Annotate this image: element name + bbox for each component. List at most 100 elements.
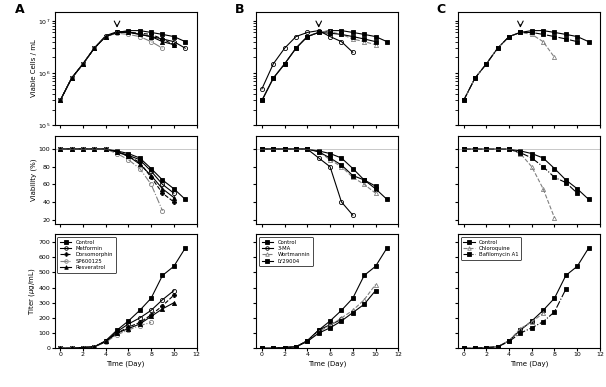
Chloroquine [460, 346, 467, 351]
Wortmannin [315, 329, 322, 334]
LY29004 [327, 325, 334, 330]
Wortmannin [349, 308, 356, 313]
3-MA [304, 338, 311, 343]
3-MA [292, 344, 299, 349]
Control [483, 345, 490, 350]
Chloroquine [505, 338, 513, 343]
LY29004 [315, 331, 322, 336]
Dorsomorphin [125, 325, 132, 329]
Control [315, 328, 322, 332]
Wortmannin [292, 344, 299, 349]
Metformin [147, 308, 155, 313]
Control [338, 308, 345, 313]
Text: B: B [235, 2, 244, 15]
Line: Metformin: Metformin [58, 289, 176, 350]
Line: Control: Control [260, 246, 389, 350]
Wortmannin [281, 345, 288, 350]
Metformin [170, 288, 178, 293]
SP600125 [125, 328, 132, 332]
SP600125 [56, 346, 64, 351]
Resveratrol [102, 339, 109, 344]
Control [91, 344, 98, 349]
Control [505, 338, 513, 343]
Wortmannin [270, 346, 277, 351]
Text: A: A [15, 2, 24, 15]
Control [539, 308, 547, 313]
Resveratrol [79, 345, 87, 350]
Control [551, 296, 558, 301]
Line: Control: Control [462, 246, 591, 350]
LY29004 [361, 302, 368, 307]
Control [372, 264, 379, 269]
Control [292, 344, 299, 349]
Dorsomorphin [79, 345, 87, 350]
Bafilomycin A1 [460, 346, 467, 351]
3-MA [258, 346, 265, 351]
Chloroquine [494, 344, 501, 349]
Wortmannin [304, 339, 311, 344]
3-MA [270, 346, 277, 351]
Resveratrol [125, 326, 132, 331]
Metformin [91, 344, 98, 349]
Metformin [102, 339, 109, 344]
SP600125 [113, 332, 121, 337]
Metformin [136, 316, 144, 320]
Wortmannin [327, 323, 334, 328]
Wortmannin [361, 297, 368, 302]
X-axis label: Time (Day): Time (Day) [308, 360, 347, 367]
Resveratrol [56, 346, 64, 351]
Metformin [159, 297, 166, 302]
Control [471, 346, 479, 351]
Chloroquine [471, 346, 479, 351]
Metformin [56, 346, 64, 351]
LY29004 [304, 339, 311, 344]
Legend: Control, Metformin, Dorsomorphin, SP600125, Resveratrol: Control, Metformin, Dorsomorphin, SP6001… [57, 237, 116, 273]
Bafilomycin A1 [562, 287, 570, 291]
Control [147, 296, 155, 301]
Chloroquine [483, 345, 490, 350]
Dorsomorphin [102, 339, 109, 344]
Bafilomycin A1 [517, 331, 524, 336]
Line: Dorsomorphin: Dorsomorphin [58, 293, 176, 350]
Dorsomorphin [147, 313, 155, 317]
Control [517, 328, 524, 332]
Legend: Control, 3-MA, Wortmannin, LY29004: Control, 3-MA, Wortmannin, LY29004 [259, 237, 313, 266]
SP600125 [91, 344, 98, 349]
Chloroquine [528, 319, 536, 324]
Metformin [68, 346, 75, 351]
Line: LY29004: LY29004 [260, 289, 378, 350]
Metformin [125, 322, 132, 326]
Wortmannin [258, 346, 265, 351]
Y-axis label: Viability (%): Viability (%) [31, 159, 38, 201]
Control [528, 319, 536, 323]
Dorsomorphin [136, 320, 144, 325]
Dorsomorphin [159, 303, 166, 308]
Control [159, 273, 166, 278]
Control [361, 273, 368, 278]
Y-axis label: Viable Cells / mL: Viable Cells / mL [30, 39, 36, 98]
Line: SP600125: SP600125 [58, 320, 153, 350]
Bafilomycin A1 [505, 339, 513, 344]
Control [113, 328, 121, 332]
Bafilomycin A1 [539, 319, 547, 324]
Control [562, 273, 570, 278]
Control [68, 346, 75, 351]
Control [125, 319, 132, 323]
Control [79, 345, 87, 350]
Resveratrol [91, 344, 98, 349]
Legend: Control, Chloroquine, Bafilomycin A1: Control, Chloroquine, Bafilomycin A1 [461, 237, 521, 260]
Control [170, 264, 178, 269]
Control [281, 345, 288, 350]
Chloroquine [539, 311, 547, 316]
3-MA [281, 345, 288, 350]
Dorsomorphin [91, 344, 98, 349]
Bafilomycin A1 [494, 344, 501, 349]
LY29004 [281, 345, 288, 350]
3-MA [327, 322, 334, 327]
Wortmannin [372, 282, 379, 287]
Resveratrol [147, 314, 155, 319]
LY29004 [292, 344, 299, 349]
Y-axis label: Titer ($\mu$g/mL): Titer ($\mu$g/mL) [27, 268, 37, 315]
LY29004 [349, 310, 356, 315]
Metformin [79, 345, 87, 350]
